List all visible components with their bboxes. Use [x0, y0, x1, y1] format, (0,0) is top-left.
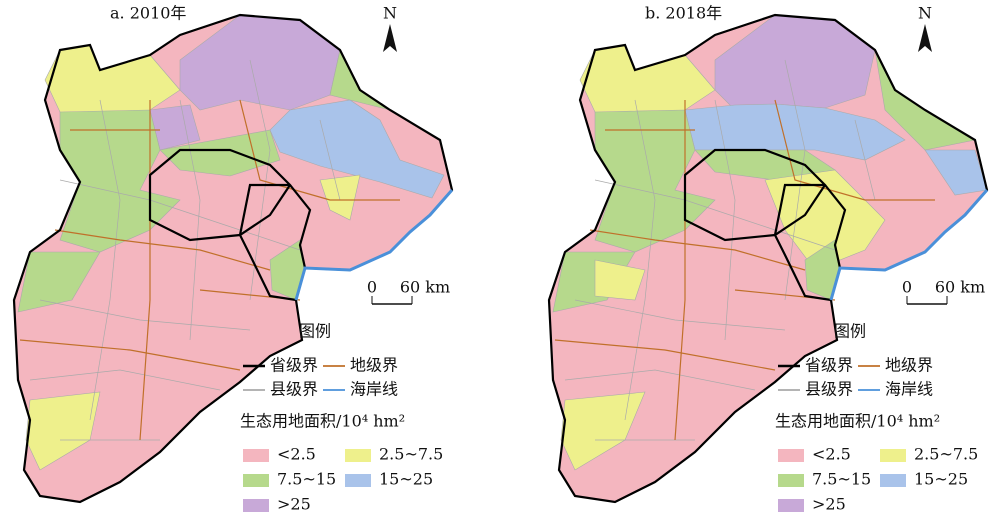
legend-label: <2.5 — [277, 445, 316, 464]
scale-zero: 0 — [902, 278, 912, 297]
north-label: N — [383, 4, 397, 23]
north-label: N — [918, 4, 932, 23]
scale-distance: 60 km — [935, 278, 985, 297]
legend-label: 县级界 — [805, 380, 853, 399]
legend-label: >25 — [812, 495, 846, 514]
legend-swatch — [243, 474, 269, 487]
legend-label: 县级界 — [270, 380, 318, 399]
north-arrow — [383, 24, 397, 52]
coastline — [294, 189, 454, 301]
legend-swatch — [243, 449, 269, 462]
legend-label: 省级界 — [270, 356, 318, 375]
legend-label: 海岸线 — [885, 380, 933, 399]
county-boundary — [29, 59, 341, 441]
region — [17, 251, 101, 313]
legend-swatch — [778, 499, 804, 512]
legend-label: 7.5~15 — [277, 470, 336, 489]
legend-label: 海岸线 — [350, 380, 398, 399]
legend-subtitle: 生态用地面积/10⁴ hm² — [775, 412, 940, 431]
legend-swatch — [345, 474, 371, 487]
legend-swatch — [778, 449, 804, 462]
legend-label: >25 — [277, 495, 311, 514]
coastline — [829, 189, 989, 301]
legend-label: 省级界 — [805, 356, 853, 375]
scale-distance: 60 km — [400, 278, 450, 297]
county-boundary — [564, 59, 876, 441]
legend-swatch — [778, 474, 804, 487]
scale-zero: 0 — [367, 278, 377, 297]
panel-title: b. 2018年 — [645, 4, 722, 23]
region — [764, 169, 886, 271]
province-outline — [547, 13, 989, 504]
legend-swatch — [345, 449, 371, 462]
legend-label: 2.5~7.5 — [379, 445, 443, 464]
north-arrow — [918, 24, 932, 52]
legend-label: 2.5~7.5 — [914, 445, 978, 464]
province-outline — [12, 13, 454, 504]
legend-swatch — [880, 474, 906, 487]
region — [560, 391, 646, 471]
legend-label: 7.5~15 — [812, 470, 871, 489]
legend-swatch — [880, 449, 906, 462]
legend-swatch — [243, 499, 269, 512]
region — [319, 174, 361, 221]
panel-title: a. 2010年 — [110, 4, 186, 23]
legend-subtitle: 生态用地面积/10⁴ hm² — [240, 412, 405, 431]
region — [25, 391, 101, 471]
region — [269, 99, 445, 199]
region — [594, 259, 646, 301]
legend-title: 图例 — [834, 322, 866, 341]
legend-label: 15~25 — [379, 470, 433, 489]
legend-label: 地级界 — [885, 356, 933, 375]
legend-label: 15~25 — [914, 470, 968, 489]
legend-title: 图例 — [299, 322, 331, 341]
legend-label: 地级界 — [350, 356, 398, 375]
legend-label: <2.5 — [812, 445, 851, 464]
